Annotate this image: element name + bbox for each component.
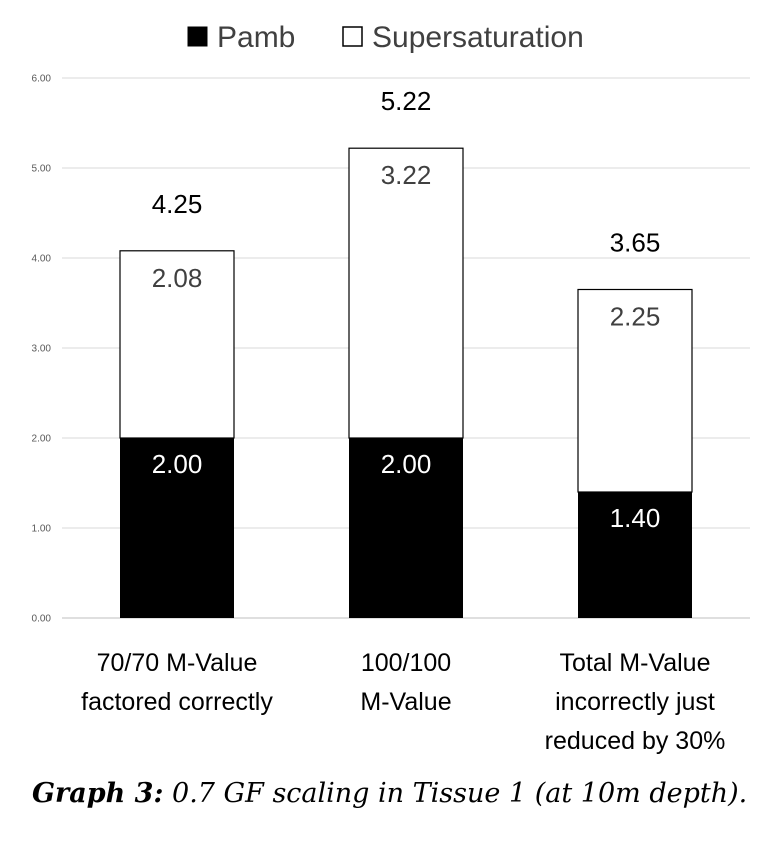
figure-caption: Graph 3: 0.7 GF scaling in Tissue 1 (at …: [32, 778, 772, 809]
caption-label: Graph 3:: [32, 778, 164, 809]
y-tick-label: 4.00: [32, 254, 52, 265]
category-label-line: incorrectly just: [555, 688, 715, 716]
bars: [119, 147, 693, 618]
bar-supersaturation: [348, 147, 464, 439]
stacked-bar-chart: Pamb Supersaturation 0.00 1.00 2.00 3.00 4.0…: [32, 21, 750, 755]
legend-swatch-supersaturation: [342, 26, 363, 47]
bar-label-total: 3.65: [610, 228, 661, 258]
legend-label-pamb: Pamb: [217, 21, 295, 54]
bar-label-pamb: 1.40: [610, 503, 661, 533]
bar-label-pamb: 2.00: [381, 449, 432, 479]
bar-labels: 2.00 2.08 4.25 2.00 3.22 5.22 1.40 2.25 3.65: [152, 86, 661, 533]
y-tick-label: 6.00: [32, 74, 52, 85]
bar-label-supersaturation: 2.08: [152, 263, 203, 293]
bar-supersaturation: [577, 288, 693, 493]
bar-label-total: 5.22: [381, 86, 432, 116]
y-axis-tick-labels: 0.00 1.00 2.00 3.00 4.00 5.00 6.00: [32, 74, 52, 625]
y-tick-label: 1.00: [32, 524, 52, 535]
caption-text: 0.7 GF scaling in Tissue 1 (at 10m depth…: [163, 778, 748, 809]
y-tick-label: 0.00: [32, 614, 52, 625]
bar-pamb: [120, 438, 234, 618]
legend-label-supersaturation: Supersaturation: [372, 21, 584, 54]
category-label-line: Total M-Value: [560, 649, 711, 677]
y-tick-label: 2.00: [32, 434, 52, 445]
category-label-line: M-Value: [360, 688, 451, 716]
category-labels: 70/70 M-Value factored correctly 100/100 M-…: [81, 649, 725, 755]
category-label-line: 70/70 M-Value: [97, 649, 258, 677]
bar-pamb: [578, 492, 692, 618]
category-label-line: 100/100: [361, 649, 451, 677]
category-label-line: factored correctly: [81, 688, 273, 716]
bar-label-total: 4.25: [152, 189, 203, 219]
legend: Pamb Supersaturation: [187, 21, 584, 54]
bar-label-supersaturation: 3.22: [381, 160, 432, 190]
bar-label-pamb: 2.00: [152, 449, 203, 479]
legend-swatch-pamb: [187, 26, 208, 47]
bar-pamb: [349, 438, 463, 618]
bar-supersaturation: [119, 250, 235, 439]
bar-label-supersaturation: 2.25: [610, 302, 661, 332]
category-label-line: reduced by 30%: [545, 727, 726, 755]
y-tick-label: 5.00: [32, 164, 52, 175]
y-tick-label: 3.00: [32, 344, 52, 355]
